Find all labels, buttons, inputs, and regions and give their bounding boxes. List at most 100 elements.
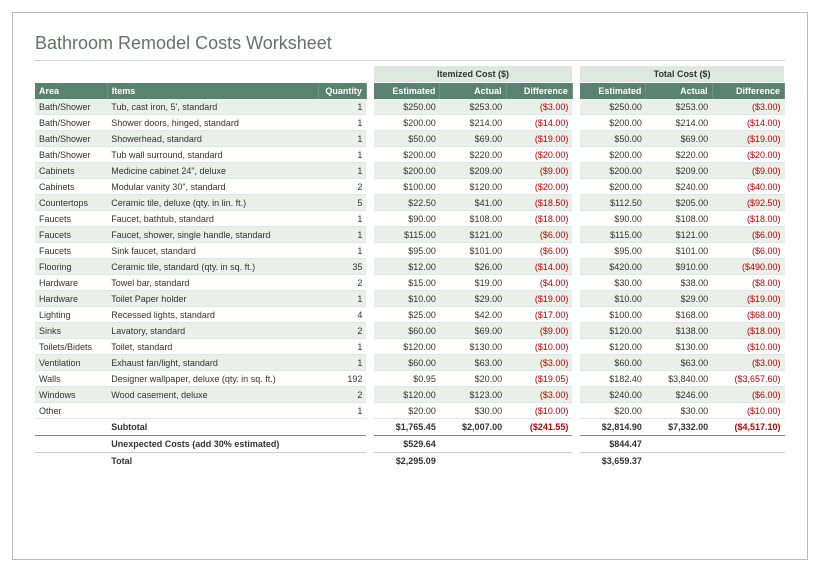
gap (572, 243, 579, 259)
gap (366, 403, 373, 419)
cell-qty: 1 (318, 211, 366, 227)
gap (572, 275, 579, 291)
gap (366, 211, 373, 227)
cell-test: $200.00 (580, 147, 646, 163)
cell-tdif: ($3.00) (712, 99, 784, 115)
cell-area: Cabinets (35, 163, 107, 179)
cell-iact: $253.00 (440, 99, 506, 115)
cell-tdif: ($14.00) (712, 115, 784, 131)
cell-iest: $10.00 (374, 291, 440, 307)
cell-iest: $120.00 (374, 339, 440, 355)
cell-tact: $30.00 (646, 403, 712, 419)
cell-idif: ($6.00) (506, 243, 572, 259)
table-row: FlooringCeramic tile, standard (qty. in … (35, 259, 785, 275)
worksheet: Bathroom Remodel Costs Worksheet Itemize… (12, 12, 808, 560)
cell-iest: $120.00 (374, 387, 440, 403)
cell-qty: 2 (318, 323, 366, 339)
cell-iest: $200.00 (374, 147, 440, 163)
table-row: VentilationExhaust fan/light, standard1$… (35, 355, 785, 371)
cell-idif: ($9.00) (506, 323, 572, 339)
cell-tdif: ($6.00) (712, 387, 784, 403)
cell-test: $30.00 (580, 275, 646, 291)
gap (572, 195, 579, 211)
gap (572, 339, 579, 355)
gap (572, 259, 579, 275)
subtotal-tact: $7,332.00 (646, 419, 712, 436)
cell-tact: $138.00 (646, 323, 712, 339)
cell-area: Windows (35, 387, 107, 403)
cell-qty: 1 (318, 339, 366, 355)
cell-idif: ($6.00) (506, 227, 572, 243)
gap (572, 163, 579, 179)
cell-qty: 1 (318, 243, 366, 259)
gap (366, 323, 373, 339)
table-row: WindowsWood casement, deluxe2$120.00$123… (35, 387, 785, 403)
cell-tact: $910.00 (646, 259, 712, 275)
cell-area: Faucets (35, 243, 107, 259)
cell-item: Ceramic tile, standard (qty. in sq. ft.) (107, 259, 318, 275)
cell-test: $182.40 (580, 371, 646, 387)
cell-area: Bath/Shower (35, 131, 107, 147)
cell-idif: ($20.00) (506, 179, 572, 195)
cell-tact: $3,840.00 (646, 371, 712, 387)
gap (366, 163, 373, 179)
unexpected-label: Unexpected Costs (add 30% estimated) (107, 436, 366, 453)
cell-iest: $60.00 (374, 355, 440, 371)
cell-tdif: ($40.00) (712, 179, 784, 195)
cell-tact: $205.00 (646, 195, 712, 211)
cell-qty: 1 (318, 227, 366, 243)
unexpected-test: $844.47 (580, 436, 646, 453)
table-row: LightingRecessed lights, standard4$25.00… (35, 307, 785, 323)
gap (572, 291, 579, 307)
table-row: Bath/ShowerShower doors, hinged, standar… (35, 115, 785, 131)
cell-iest: $60.00 (374, 323, 440, 339)
cell-iest: $0.95 (374, 371, 440, 387)
cell-iact: $41.00 (440, 195, 506, 211)
cell-area: Hardware (35, 275, 107, 291)
cell-qty: 5 (318, 195, 366, 211)
cell-tdif: ($92.50) (712, 195, 784, 211)
cell-item: Modular vanity 30", standard (107, 179, 318, 195)
cell-idif: ($10.00) (506, 403, 572, 419)
cell-iest: $115.00 (374, 227, 440, 243)
group-header-itemized: Itemized Cost ($) (374, 66, 573, 83)
gap (572, 99, 579, 115)
cell-idif: ($9.00) (506, 163, 572, 179)
cell-tact: $168.00 (646, 307, 712, 323)
gap (366, 371, 373, 387)
gap (572, 147, 579, 163)
cell-tdif: ($490.00) (712, 259, 784, 275)
cell-qty: 2 (318, 387, 366, 403)
cell-iest: $50.00 (374, 131, 440, 147)
cell-item: Medicine cabinet 24", deluxe (107, 163, 318, 179)
cell-qty: 1 (318, 163, 366, 179)
cell-qty: 4 (318, 307, 366, 323)
cell-item: Wood casement, deluxe (107, 387, 318, 403)
cell-tdif: ($8.00) (712, 275, 784, 291)
cell-area: Lighting (35, 307, 107, 323)
gap (572, 323, 579, 339)
cell-tact: $220.00 (646, 147, 712, 163)
cell-item: Recessed lights, standard (107, 307, 318, 323)
gap (366, 195, 373, 211)
cell-iest: $12.00 (374, 259, 440, 275)
table-row: Toilets/BidetsToilet, standard1$120.00$1… (35, 339, 785, 355)
cell-item: Exhaust fan/light, standard (107, 355, 318, 371)
table-row: FaucetsSink faucet, standard1$95.00$101.… (35, 243, 785, 259)
cell-idif: ($17.00) (506, 307, 572, 323)
cell-tdif: ($10.00) (712, 339, 784, 355)
col-items: Items (107, 83, 318, 100)
cell-area: Bath/Shower (35, 99, 107, 115)
table-row: Bath/ShowerTub, cast iron, 5', standard1… (35, 99, 785, 115)
cell-tact: $38.00 (646, 275, 712, 291)
cell-iact: $20.00 (440, 371, 506, 387)
cell-area: Bath/Shower (35, 147, 107, 163)
col-est2: Estimated (580, 83, 646, 100)
gap (366, 275, 373, 291)
cell-qty: 35 (318, 259, 366, 275)
cell-item: Tub, cast iron, 5', standard (107, 99, 318, 115)
gap (366, 227, 373, 243)
cell-idif: ($19.05) (506, 371, 572, 387)
cell-idif: ($19.00) (506, 291, 572, 307)
cell-qty: 1 (318, 115, 366, 131)
